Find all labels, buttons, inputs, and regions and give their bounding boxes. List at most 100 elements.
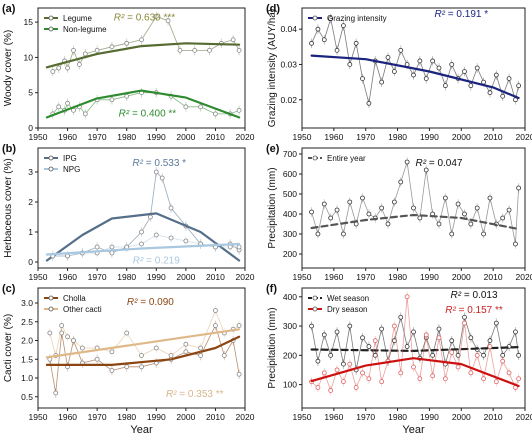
x-tick-label: 2010 (206, 272, 225, 282)
data-point (449, 349, 455, 355)
data-point (213, 111, 218, 117)
x-tick-label: 2000 (452, 132, 471, 142)
x-tick-label: 2020 (516, 272, 532, 282)
y-tick-label: 10 (24, 52, 34, 62)
data-point (227, 244, 233, 250)
data-point (455, 201, 461, 207)
data-point (82, 51, 88, 57)
r-squared-annotation: R² = 0.353 ** (166, 389, 224, 400)
data-point (321, 201, 327, 207)
data-point (500, 215, 506, 221)
y-tick-label: 300 (283, 321, 297, 331)
data-point (360, 370, 365, 376)
series-non-legume (45, 87, 242, 119)
data-point (366, 100, 372, 106)
data-point (385, 55, 391, 60)
panel-label: (b) (2, 143, 16, 155)
y-tick-label: 0 (28, 257, 33, 267)
trend-line (45, 242, 241, 256)
legend-marker (48, 26, 54, 32)
data-point (513, 241, 518, 247)
y-tick-label: 3 (28, 167, 33, 177)
x-tick-label: 1950 (293, 412, 312, 422)
series-line (311, 296, 519, 392)
data-point (334, 329, 340, 335)
data-point (56, 104, 62, 110)
panel-label: (d) (266, 3, 280, 15)
plot-frame (301, 287, 526, 409)
legend-label: NPG (63, 165, 80, 174)
data-point (468, 370, 474, 376)
data-point (372, 352, 378, 358)
data-point (493, 379, 499, 385)
data-point (379, 205, 385, 211)
series-line (49, 324, 240, 394)
series-line (311, 161, 519, 245)
data-point (404, 159, 410, 165)
data-point (436, 221, 442, 227)
x-axis-label: Year (402, 424, 425, 435)
y-tick-label: 400 (283, 292, 297, 302)
r-squared-annotation: R² = 0.219 (133, 256, 180, 267)
data-point (341, 23, 346, 29)
data-point (436, 65, 442, 71)
data-point (468, 221, 474, 227)
x-tick-label: 2000 (176, 272, 195, 282)
data-point (423, 76, 429, 81)
legend-marker (312, 295, 318, 301)
legend-label: Non-legume (63, 25, 107, 34)
y-axis-label: Precipitation (mm) (267, 307, 278, 388)
panel-f: (f) 1950 1960 1970 1980 1990 2000 2010 2020 100 20… (266, 283, 532, 435)
data-point (516, 185, 522, 191)
series-other-cacti (45, 305, 242, 361)
data-point (506, 76, 512, 81)
legend-label: Grazing intensity (327, 14, 387, 23)
data-point (436, 326, 442, 332)
x-tick-label: 2010 (484, 272, 503, 282)
legend-label: Dry season (327, 305, 367, 314)
trend-line (310, 357, 520, 388)
data-point (423, 167, 429, 173)
data-point (366, 211, 372, 217)
y-tick-label: 400 (283, 209, 297, 219)
data-point (315, 385, 321, 390)
data-point (516, 83, 522, 89)
y-tick-label: 700 (283, 149, 297, 159)
y-tick-label: 0.02 (280, 95, 297, 105)
trend-line (45, 89, 241, 119)
data-point (94, 47, 100, 53)
x-tick-label: 1990 (147, 132, 166, 142)
data-point (500, 93, 506, 99)
data-point (449, 62, 455, 67)
x-tick-label: 1970 (88, 272, 107, 282)
x-tick-label: 1950 (293, 272, 312, 282)
data-point (398, 47, 404, 53)
r-squared-annotation: R² = 0.400 ** (119, 109, 177, 120)
data-point (71, 338, 76, 343)
x-tick-label: 2010 (484, 412, 503, 422)
data-point (315, 26, 321, 32)
panel-label: (f) (266, 283, 277, 295)
data-point (493, 320, 499, 326)
data-point (334, 47, 340, 53)
data-point (474, 352, 480, 358)
data-point (309, 40, 314, 46)
x-tick-label: 1960 (324, 272, 343, 282)
trend-line (310, 213, 520, 231)
data-point (462, 211, 467, 217)
x-tick-label: 1980 (117, 412, 136, 422)
data-point (391, 338, 397, 344)
x-tick-label: 1950 (293, 132, 312, 142)
data-point (183, 349, 189, 355)
data-point (372, 338, 378, 344)
data-point (124, 40, 130, 46)
data-point (328, 16, 334, 21)
data-point (183, 104, 189, 110)
data-point (436, 335, 442, 341)
x-tick-label: 1970 (356, 272, 375, 282)
data-point (53, 390, 59, 396)
x-tick-label: 2000 (452, 272, 471, 282)
x-tick-label: 1960 (58, 412, 77, 422)
trend-line (310, 346, 520, 352)
data-point (487, 90, 493, 96)
